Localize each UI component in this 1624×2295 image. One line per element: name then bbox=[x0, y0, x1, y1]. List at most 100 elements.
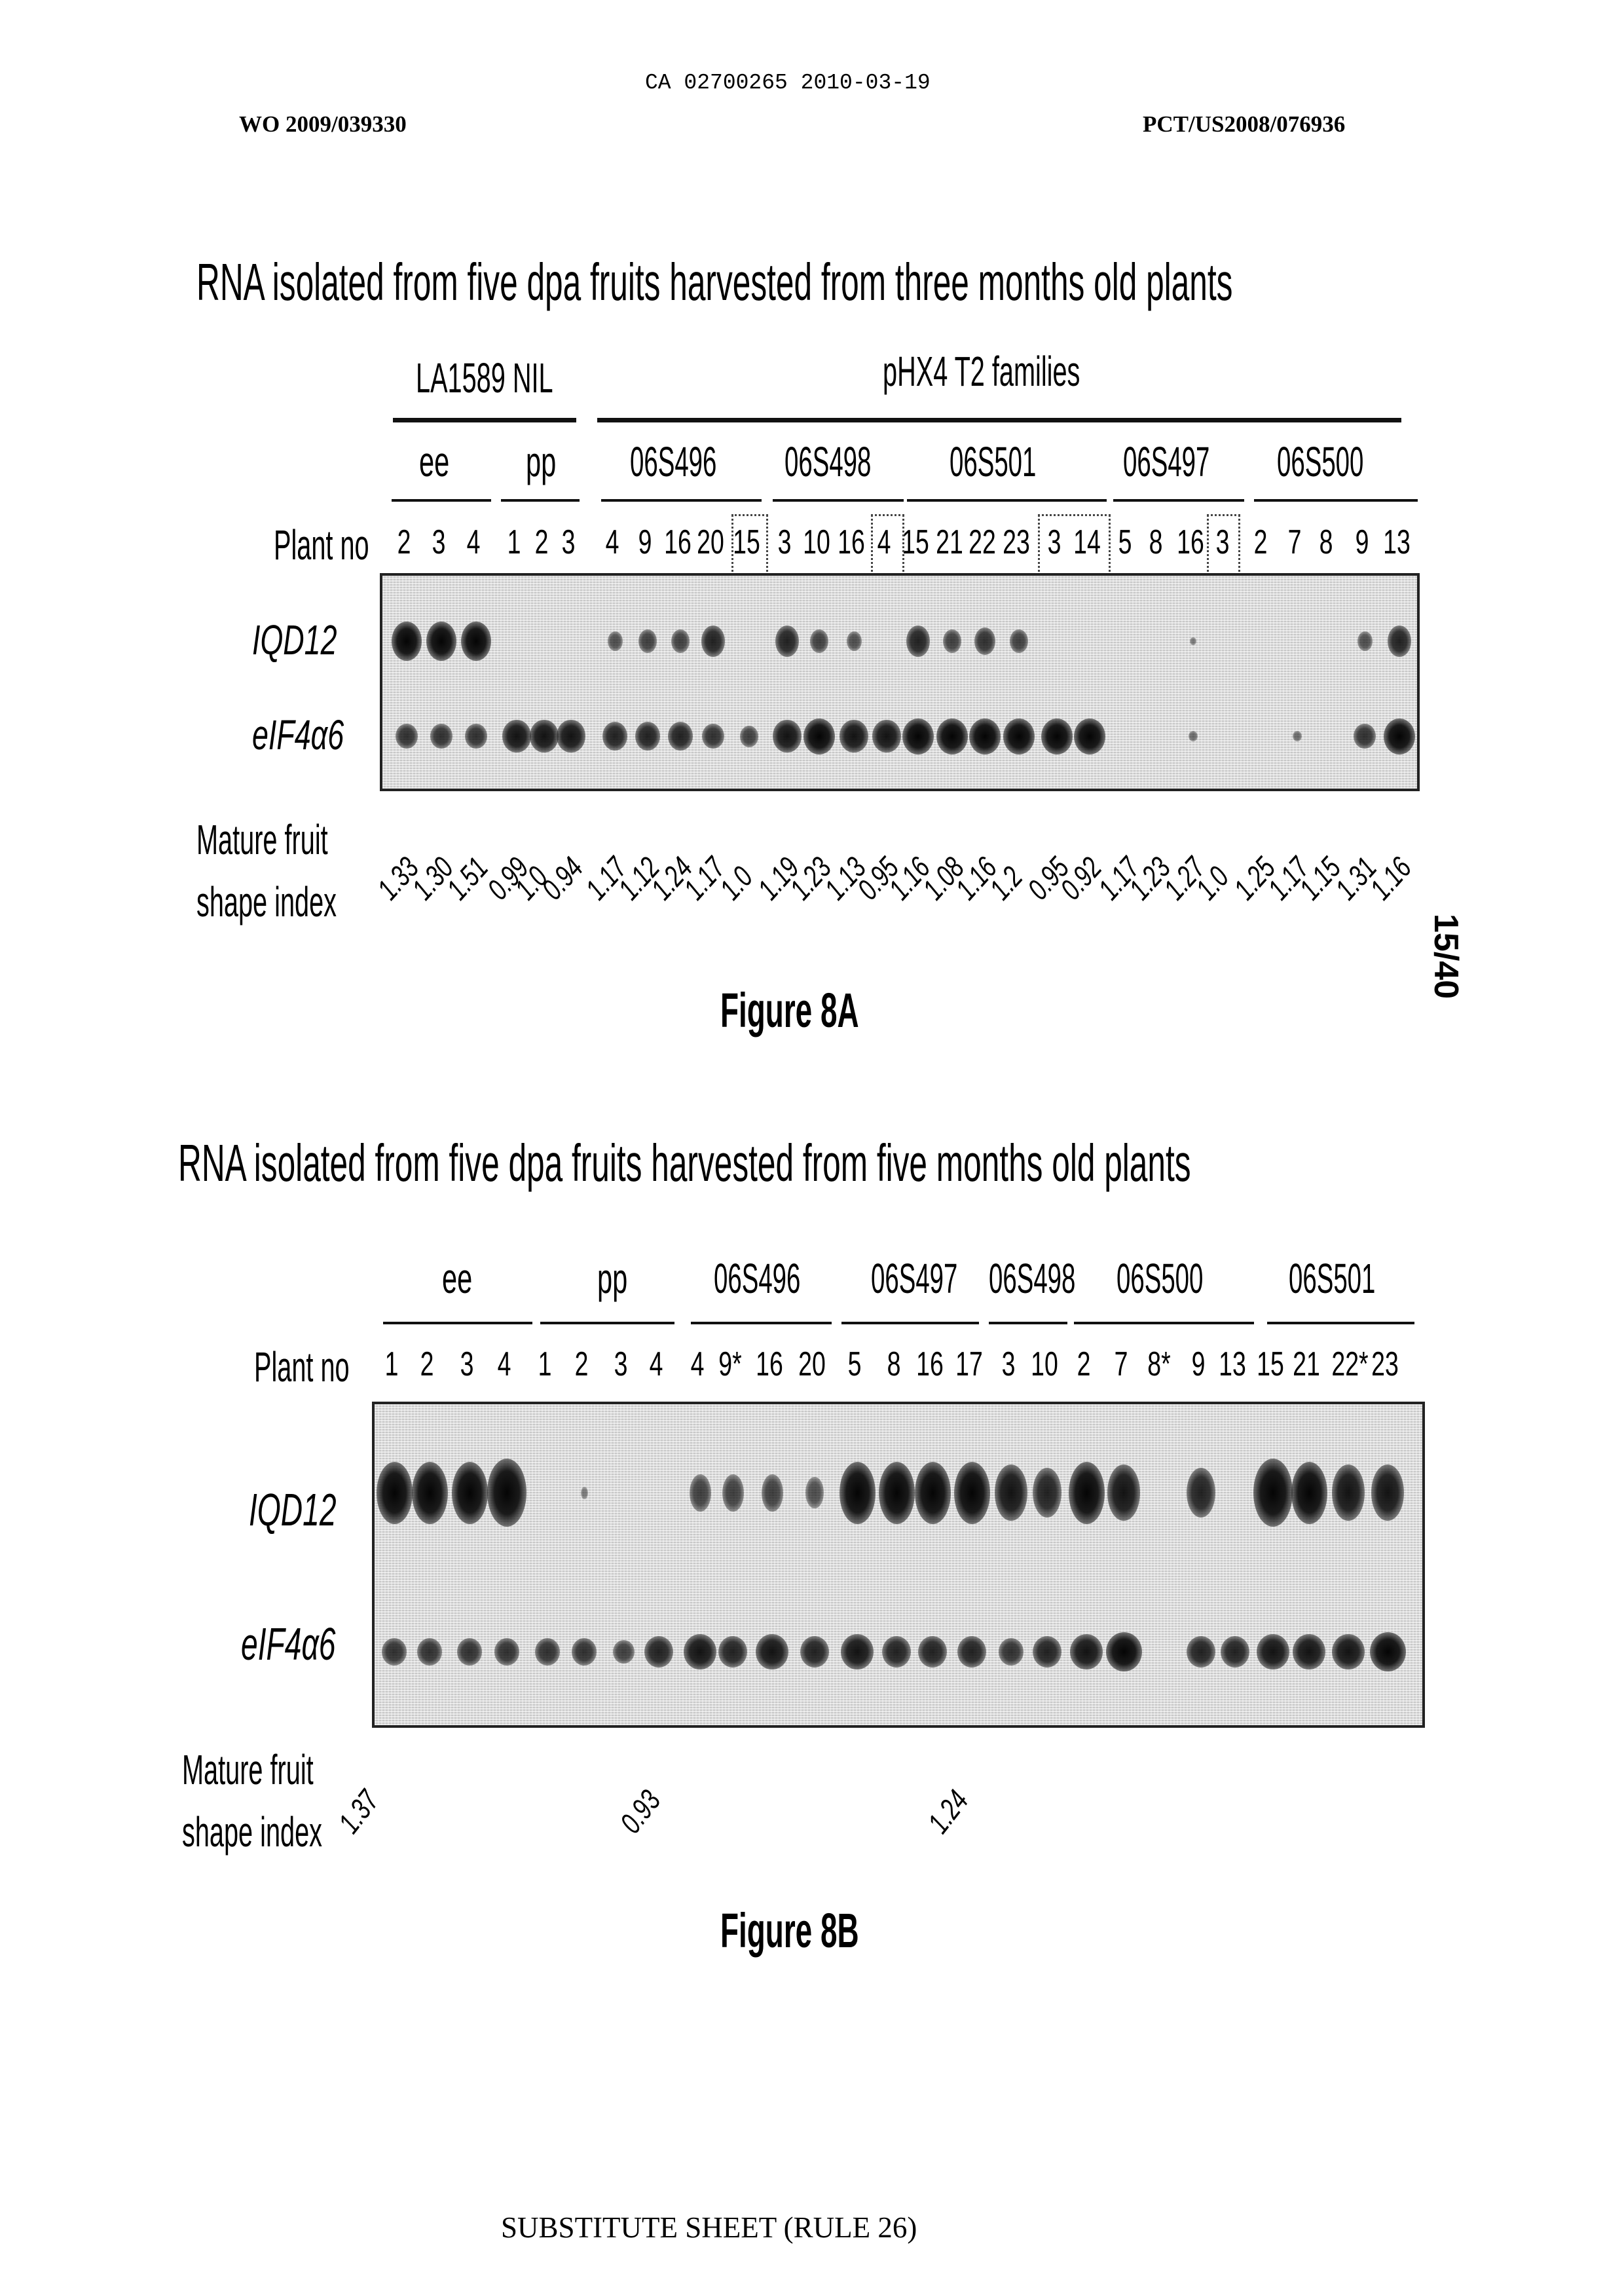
fig8a-band-eif4a6 bbox=[1293, 731, 1302, 742]
fig8b-band-eif4a6 bbox=[1332, 1634, 1365, 1670]
fig8a-plant-no: 3 bbox=[554, 523, 582, 562]
fig8b-title: RNA isolated from five dpa fruits harves… bbox=[178, 1133, 1624, 1193]
fig8a-band-eif4a6 bbox=[1074, 718, 1105, 755]
fig8a-subgroup-line bbox=[773, 499, 904, 502]
fig8b-plant-no: 4 bbox=[642, 1345, 670, 1384]
fig8b-plant-no: 2 bbox=[413, 1345, 441, 1384]
fig8b-subgroup-line bbox=[383, 1322, 532, 1324]
fig8a-band-eif4a6 bbox=[1189, 731, 1198, 742]
fig8a-subgroup-06S496: 06S496 bbox=[630, 438, 775, 486]
fig8a-northern-blot bbox=[380, 573, 1420, 791]
fig8a-plant-no: 16 bbox=[837, 523, 865, 562]
fig8a-band-eif4a6 bbox=[1354, 724, 1376, 749]
page-number: 15/40 bbox=[1426, 914, 1466, 999]
fig8a-band-iqd12 bbox=[775, 625, 800, 657]
fig8a-subgroup-line bbox=[1254, 499, 1418, 502]
fig8b-band-eif4a6 bbox=[841, 1634, 874, 1670]
fig8b-plant-no: 10 bbox=[1030, 1345, 1058, 1384]
footer-substitute-sheet: SUBSTITUTE SHEET (RULE 26) bbox=[501, 2211, 917, 2245]
fig8b-band-eif4a6 bbox=[1257, 1634, 1289, 1670]
fig8a-subgroup-line bbox=[392, 499, 491, 502]
fig8a-plant-no: 2 bbox=[527, 523, 555, 562]
fig8b-caption: Figure 8B bbox=[720, 1903, 944, 1958]
fig8b-plant-no: 3 bbox=[994, 1345, 1022, 1384]
fig8a-band-iqd12 bbox=[701, 625, 726, 657]
fig8a-band-iqd12 bbox=[638, 629, 657, 653]
fig8b-subgroup-pp: pp bbox=[597, 1254, 644, 1303]
fig8b-band-eif4a6 bbox=[535, 1638, 561, 1666]
fig8a-row-label-iqd12-text: IQD12 bbox=[252, 616, 337, 664]
fig8b-band-eif4a6 bbox=[800, 1636, 829, 1668]
fig8a-title: RNA isolated from five dpa fruits harves… bbox=[196, 252, 1624, 312]
wo-number: WO 2009/039330 bbox=[239, 111, 407, 138]
fig8b-band-eif4a6 bbox=[417, 1638, 443, 1666]
fig8b-plant-no: 16 bbox=[755, 1345, 783, 1384]
fig8b-band-iqd12 bbox=[840, 1462, 876, 1524]
fig8a-band-iqd12 bbox=[392, 622, 422, 661]
fig8a-group-right: pHX4 T2 families bbox=[883, 347, 1201, 396]
fig8a-band-eif4a6 bbox=[602, 722, 627, 751]
fig8a-band-iqd12 bbox=[943, 629, 961, 653]
fig8b-plant-no-label-text: Plant no bbox=[254, 1343, 350, 1391]
fig8b-caption-text: Figure 8B bbox=[720, 1903, 859, 1958]
fig8b-plant-no: 4 bbox=[683, 1345, 711, 1384]
fig8b-plant-no: 17 bbox=[955, 1345, 983, 1384]
fig8a-caption: Figure 8A bbox=[720, 982, 944, 1038]
fig8b-plant-no: 13 bbox=[1218, 1345, 1246, 1384]
fig8b-plant-no: 16 bbox=[915, 1345, 944, 1384]
fig8b-plant-no: 5 bbox=[840, 1345, 868, 1384]
fig8b-plant-no: 23 bbox=[1371, 1345, 1399, 1384]
fig8b-band-eif4a6 bbox=[457, 1638, 483, 1666]
fig8a-band-eif4a6 bbox=[840, 720, 868, 753]
fig8b-plant-no: 15 bbox=[1256, 1345, 1284, 1384]
fig8a-shape-index: 1.16 bbox=[1363, 850, 1418, 906]
fig8a-control-box bbox=[731, 514, 768, 577]
fig8a-shape-label-line2: shape index bbox=[196, 878, 337, 926]
fig8b-band-iqd12 bbox=[954, 1462, 990, 1524]
fig8b-plant-no: 21 bbox=[1292, 1345, 1320, 1384]
fig8a-group-left-line bbox=[393, 418, 576, 422]
fig8b-band-eif4a6 bbox=[999, 1638, 1024, 1666]
fig8b-subgroup-06S497-text: 06S497 bbox=[871, 1254, 957, 1303]
fig8b-plant-no: 22* bbox=[1331, 1345, 1359, 1384]
fig8b-band-iqd12 bbox=[1187, 1468, 1215, 1518]
fig8b-band-iqd12 bbox=[879, 1462, 915, 1524]
fig8a-subgroup-line bbox=[1113, 499, 1244, 502]
fig8b-band-iqd12 bbox=[452, 1462, 488, 1524]
fig8b-band-iqd12 bbox=[915, 1462, 951, 1524]
fig8b-band-eif4a6 bbox=[1221, 1636, 1249, 1668]
fig8a-plant-no: 3 bbox=[770, 523, 798, 562]
fig8b-band-eif4a6 bbox=[1033, 1636, 1061, 1668]
fig8a-subgroup-06S497: 06S497 bbox=[1123, 438, 1268, 486]
fig8b-band-iqd12 bbox=[722, 1474, 744, 1512]
fig8a-subgroup-06S497-text: 06S497 bbox=[1123, 438, 1209, 486]
fig8a-subgroup-ee: ee bbox=[419, 438, 466, 486]
fig8b-subgroup-ee-text: ee bbox=[442, 1254, 472, 1303]
fig8a-band-eif4a6 bbox=[872, 720, 900, 753]
fig8b-band-iqd12 bbox=[1253, 1459, 1293, 1527]
fig8b-subgroup-06S500: 06S500 bbox=[1116, 1254, 1261, 1303]
fig8a-subgroup-06S498: 06S498 bbox=[784, 438, 929, 486]
fig8a-row-label-iqd12: IQD12 bbox=[252, 616, 373, 664]
fig8b-band-iqd12 bbox=[1291, 1462, 1327, 1524]
fig8a-band-iqd12 bbox=[671, 629, 690, 653]
fig8b-subgroup-06S496-text: 06S496 bbox=[714, 1254, 800, 1303]
fig8a-group-right-text: pHX4 T2 families bbox=[883, 347, 1080, 396]
fig8b-subgroup-06S501-text: 06S501 bbox=[1289, 1254, 1375, 1303]
fig8b-shape-index: 0.93 bbox=[612, 1783, 667, 1840]
fig8a-control-box bbox=[1038, 514, 1111, 577]
fig8b-plant-no: 1 bbox=[530, 1345, 559, 1384]
fig8a-plant-no: 15 bbox=[901, 523, 929, 562]
fig8a-band-eif4a6 bbox=[702, 724, 724, 749]
fig8b-band-eif4a6 bbox=[613, 1640, 635, 1664]
fig8a-plant-no: 22 bbox=[968, 523, 996, 562]
fig8b-subgroup-line bbox=[989, 1322, 1067, 1324]
fig8a-plant-no: 9 bbox=[631, 523, 659, 562]
fig8a-band-iqd12 bbox=[1357, 631, 1373, 651]
fig8b-plant-no: 2 bbox=[1069, 1345, 1098, 1384]
fig8a-caption-text: Figure 8A bbox=[720, 982, 859, 1038]
fig8a-plant-no: 20 bbox=[696, 523, 724, 562]
fig8b-row-label-iqd12-text: IQD12 bbox=[249, 1483, 337, 1536]
fig8a-band-eif4a6 bbox=[969, 718, 1001, 755]
fig8b-subgroup-line bbox=[1267, 1322, 1414, 1324]
